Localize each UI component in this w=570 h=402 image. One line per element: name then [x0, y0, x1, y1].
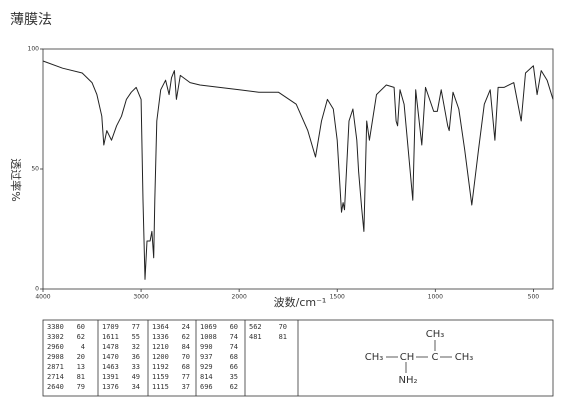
peak-wavenumber: 1115: [152, 383, 169, 391]
structure: [386, 340, 452, 373]
peak-transmittance: 36: [132, 353, 140, 361]
structure-group: CH₃: [426, 329, 445, 340]
structure-group: CH: [400, 352, 415, 363]
peak-wavenumber: 1200: [152, 353, 169, 361]
peak-transmittance: 20: [77, 353, 85, 361]
y-tick-label: 50: [31, 166, 39, 173]
peak-transmittance: 33: [132, 363, 140, 371]
peak-wavenumber: 2960: [47, 343, 64, 351]
peak-wavenumber: 1478: [102, 343, 119, 351]
spectrum-line: [42, 60, 554, 280]
peak-transmittance: 62: [230, 383, 238, 391]
structure-group: CH₃: [365, 352, 384, 363]
peak-transmittance: 55: [132, 333, 140, 341]
peak-wavenumber: 1159: [152, 373, 169, 381]
peak-transmittance: 60: [230, 323, 238, 331]
peak-wavenumber: 2871: [47, 363, 64, 371]
y-tick-label: 0: [35, 286, 39, 293]
structure-group: NH₂: [398, 375, 417, 386]
peak-wavenumber: 1210: [152, 343, 169, 351]
peak-wavenumber: 562: [249, 323, 262, 331]
peak-wavenumber: 1336: [152, 333, 169, 341]
peak-transmittance: 81: [279, 333, 287, 341]
x-tick-label: 1500: [330, 294, 345, 301]
x-tick-label: 4000: [35, 294, 50, 301]
peak-wavenumber: 1709: [102, 323, 119, 331]
peak-transmittance: 70: [182, 353, 190, 361]
peak-wavenumber: 1391: [102, 373, 119, 381]
peak-wavenumber: 990: [200, 343, 213, 351]
peak-wavenumber: 2714: [47, 373, 64, 381]
peak-wavenumber: 1611: [102, 333, 119, 341]
peak-transmittance: 68: [230, 353, 238, 361]
peak-wavenumber: 3302: [47, 333, 64, 341]
peak-transmittance: 49: [132, 373, 140, 381]
peak-transmittance: 34: [132, 383, 140, 391]
peak-transmittance: 79: [77, 383, 85, 391]
peak-transmittance: 77: [182, 373, 190, 381]
peak-transmittance: 13: [77, 363, 85, 371]
peak-transmittance: 35: [230, 373, 238, 381]
peak-transmittance: 68: [182, 363, 190, 371]
peak-wavenumber: 1069: [200, 323, 217, 331]
x-axis-label: 波数/cm⁻¹: [274, 296, 327, 309]
structure-group: CH₃: [455, 352, 474, 363]
peak-transmittance: 62: [182, 333, 190, 341]
peak-transmittance: 66: [230, 363, 238, 371]
structure-group: C: [432, 352, 439, 363]
peak-transmittance: 62: [77, 333, 85, 341]
peak-wavenumber: 2908: [47, 353, 64, 361]
peak-wavenumber: 1376: [102, 383, 119, 391]
peak-wavenumber: 1364: [152, 323, 169, 331]
peak-transmittance: 37: [182, 383, 190, 391]
peak-wavenumber: 929: [200, 363, 213, 371]
peak-wavenumber: 814: [200, 373, 213, 381]
peak-transmittance: 74: [230, 343, 238, 351]
peak-transmittance: 60: [77, 323, 85, 331]
peak-transmittance: 74: [230, 333, 238, 341]
peak-transmittance: 77: [132, 323, 140, 331]
peak-wavenumber: 1008: [200, 333, 217, 341]
peak-transmittance: 81: [77, 373, 85, 381]
peak-wavenumber: 3380: [47, 323, 64, 331]
y-axis-label: 透过率%: [9, 158, 23, 201]
peak-wavenumber: 696: [200, 383, 213, 391]
x-tick-label: 500: [528, 294, 540, 301]
title: 薄膜法: [10, 12, 52, 28]
peak-wavenumber: 937: [200, 353, 213, 361]
peak-wavenumber: 2640: [47, 383, 64, 391]
x-tick-label: 3000: [133, 294, 148, 301]
x-tick-label: 2000: [232, 294, 247, 301]
peak-wavenumber: 481: [249, 333, 262, 341]
peak-wavenumber: 1470: [102, 353, 119, 361]
peak-wavenumber: 1463: [102, 363, 119, 371]
peak-wavenumber: 1192: [152, 363, 169, 371]
peak-transmittance: 24: [182, 323, 190, 331]
peak-transmittance: 70: [279, 323, 287, 331]
peak-transmittance: 84: [182, 343, 190, 351]
y-tick-label: 100: [28, 46, 40, 53]
peak-transmittance: 4: [81, 343, 85, 351]
peak-table: [42, 319, 554, 397]
x-tick-label: 1000: [428, 294, 443, 301]
peak-transmittance: 32: [132, 343, 140, 351]
